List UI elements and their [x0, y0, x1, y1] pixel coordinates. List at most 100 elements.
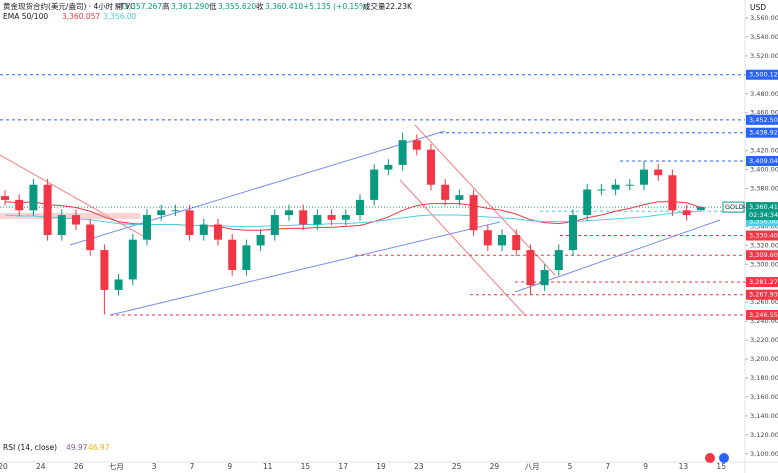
- price-badge: [746, 114, 778, 125]
- currency: USD: [750, 3, 766, 12]
- x-tick-label: 29: [490, 462, 500, 471]
- symbol-label: GOLD: [725, 203, 744, 211]
- candle-body: [597, 189, 606, 191]
- price-badge: [746, 230, 778, 241]
- x-tick-label: 25: [452, 462, 462, 471]
- candle-body: [554, 250, 563, 270]
- ema-line: [4, 210, 701, 227]
- candle-body: [483, 230, 492, 246]
- legend-value: 3,360.410: [265, 2, 303, 11]
- y-tick-label: 3,120.000: [750, 431, 778, 439]
- price-badge-label: 3,500.120: [749, 71, 778, 79]
- ema-badge-label: 3,356.00: [749, 217, 778, 225]
- candle-body: [214, 224, 222, 240]
- candle-body: [327, 215, 336, 220]
- y-tick-label: 3,240.000: [750, 317, 778, 325]
- trendlines: [0, 124, 721, 316]
- x-tick-label: 7: [190, 462, 195, 471]
- price-badge: [746, 309, 778, 320]
- candle-body: [100, 250, 109, 290]
- last-price-label: 3,360.410: [749, 203, 778, 211]
- symbol-badge: [722, 201, 745, 213]
- y-tick-label: 3,400.000: [750, 166, 778, 174]
- chart-title: 黄金现货合约(美元/盎司) · 4小时 · TVC: [3, 1, 135, 11]
- candle-body: [228, 239, 237, 270]
- candle-body: [199, 224, 208, 235]
- x-tick-label: 7: [605, 462, 610, 471]
- price-badge: [746, 250, 778, 261]
- price-badge: [746, 156, 778, 167]
- candle-body: [455, 195, 464, 200]
- legend-key: 高: [162, 1, 170, 11]
- flash-icon[interactable]: [705, 453, 715, 463]
- price-badge-label: 3,452.500: [749, 116, 778, 124]
- highlight-zone: [0, 213, 140, 219]
- candle-body: [128, 239, 137, 280]
- countdown: 02:34:34: [749, 211, 778, 219]
- legend-key: 開: [115, 2, 123, 11]
- candle-body: [43, 184, 52, 235]
- change-label: +5.135 (+0.15%): [303, 2, 369, 11]
- price-badge-label: 3,330.403: [749, 232, 778, 240]
- ema50-value: 3,360.057: [62, 12, 100, 21]
- candle-body: [569, 215, 577, 251]
- candle-body: [185, 210, 194, 235]
- candle-body: [157, 210, 166, 216]
- flag-icon[interactable]: [719, 453, 729, 463]
- candle-body: [29, 184, 38, 211]
- price-badge-label: 3,409.040: [749, 157, 778, 165]
- legend-key: 低: [209, 1, 217, 11]
- candle-body: [625, 184, 634, 186]
- x-tick-label: 23: [414, 462, 424, 471]
- price-badge-label: 3,281.270: [749, 278, 778, 286]
- y-tick-label: 3,200.000: [750, 355, 778, 363]
- price-badge: [746, 127, 778, 138]
- candle-body: [498, 234, 506, 246]
- candle-body: [441, 184, 450, 200]
- x-tick-label: 11: [263, 462, 273, 471]
- candle-body: [242, 245, 251, 270]
- y-tick-label: 3,180.000: [750, 374, 778, 382]
- ema100-value: 3,356.00: [103, 12, 137, 21]
- candle-body: [583, 189, 592, 216]
- candle-body: [1, 196, 9, 200]
- candle-body: [143, 215, 151, 240]
- x-tick-label: 5: [568, 462, 573, 471]
- candle-body: [356, 199, 364, 216]
- candle-body: [370, 169, 379, 200]
- support-line: [514, 219, 721, 293]
- ema-line: [4, 201, 701, 231]
- candle-body: [270, 215, 279, 235]
- rsi-ma-value: 46.97: [88, 443, 110, 452]
- price-badge: [746, 289, 778, 300]
- ema-badge: [746, 216, 778, 227]
- x-tick-label: 9: [643, 462, 648, 471]
- y-tick-label: 3,380.000: [750, 185, 778, 193]
- y-tick-label: 3,140.000: [750, 412, 778, 420]
- candle-body: [384, 164, 393, 170]
- x-tick-label: 13: [679, 462, 689, 471]
- candle-body: [15, 199, 24, 211]
- rsi-value: 49.97: [66, 443, 88, 452]
- x-tick-label: 17: [338, 462, 348, 471]
- candle-body: [285, 210, 293, 216]
- volume-label: 成交量22.23K: [363, 1, 413, 11]
- price-badge-label: 3,246.550: [749, 311, 778, 319]
- y-tick-label: 3,480.000: [750, 90, 778, 98]
- candle-body: [313, 215, 322, 225]
- candle-body: [114, 279, 123, 290]
- legend-value: 3,361.290: [171, 2, 209, 11]
- candle-body: [540, 270, 549, 286]
- y-tick-label: 3,260.000: [750, 298, 778, 306]
- candle-body: [412, 140, 421, 150]
- candle-body: [72, 215, 80, 225]
- rsi-label: RSI (14, close): [3, 443, 57, 452]
- candle-body: [469, 195, 478, 231]
- candle-body: [299, 210, 308, 225]
- y-tick-label: 3,340.000: [750, 222, 778, 230]
- candle-body: [640, 169, 648, 185]
- legend-key: 收: [256, 1, 264, 11]
- candle-body: [86, 224, 95, 251]
